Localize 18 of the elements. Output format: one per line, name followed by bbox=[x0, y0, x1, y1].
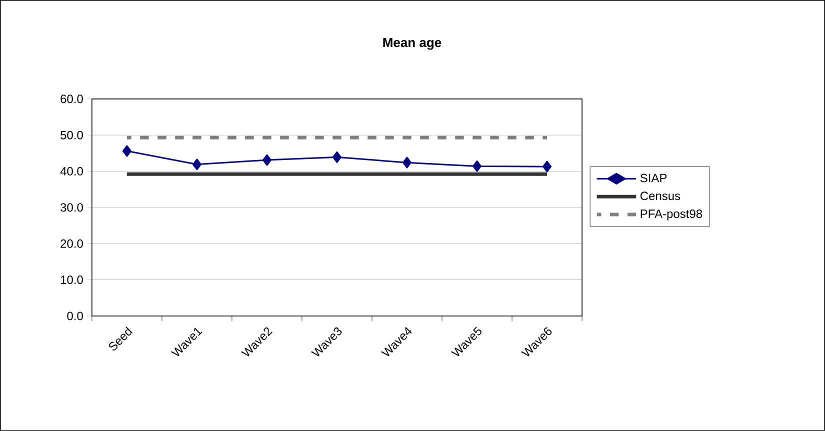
point bbox=[542, 160, 552, 172]
point bbox=[472, 160, 482, 172]
y-tick-label: 10.0 bbox=[60, 276, 83, 284]
y-tick-label: 0.0 bbox=[67, 312, 83, 320]
y-tick-label: 20.0 bbox=[60, 239, 83, 248]
legend-label: PFA-post98 bbox=[640, 210, 702, 220]
y-tick-label: 60.0 bbox=[60, 94, 83, 104]
point bbox=[262, 154, 272, 166]
point bbox=[402, 156, 412, 168]
chart-title: Mean age bbox=[383, 38, 442, 50]
y-tick-label: 30.0 bbox=[60, 203, 83, 212]
point bbox=[192, 158, 202, 170]
point bbox=[332, 151, 342, 163]
y-tick-label: 40.0 bbox=[60, 167, 83, 176]
legend-label: SIAP bbox=[640, 174, 667, 182]
y-tick-label: 50.0 bbox=[60, 130, 83, 140]
point bbox=[122, 145, 132, 157]
legend-label: Census bbox=[640, 192, 680, 200]
